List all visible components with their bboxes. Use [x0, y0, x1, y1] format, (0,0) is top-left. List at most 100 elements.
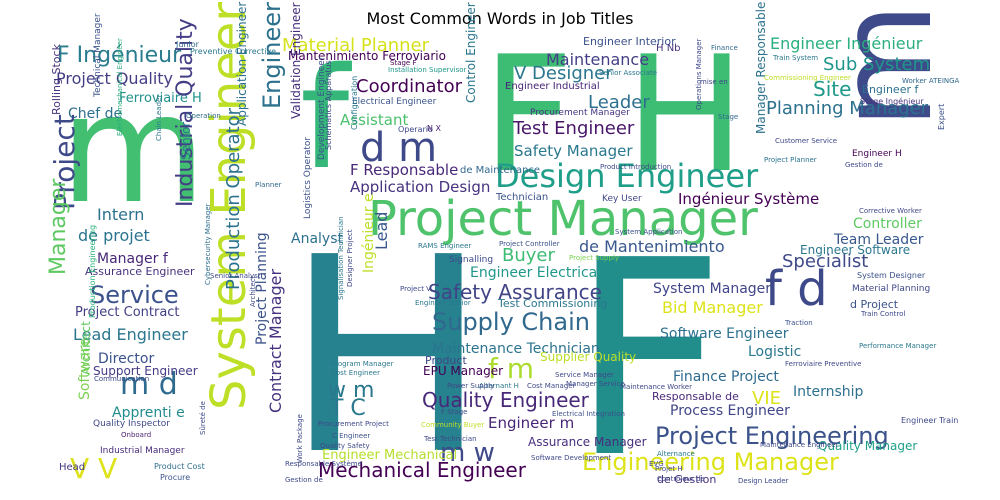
word-electrical-integration-162: Electrical Integration [552, 410, 625, 418]
word-engineer-senior-189: Engineer Senior [415, 299, 471, 307]
word-rolling-stock-87: Rolling Stock [50, 44, 63, 115]
word-f-4: f [300, 38, 350, 201]
word-software-81: Software [77, 338, 93, 400]
word-quality-safety-166: Quality Safety [320, 442, 370, 450]
word-logistics-operator-94: Logistics Operator [303, 136, 313, 219]
word-controller-51: Controller [853, 216, 922, 232]
word-h-0: H [285, 199, 489, 500]
word-chain-leader-146: Chain Leader [155, 94, 163, 141]
word-operations-manager-132: Operations Manager [695, 38, 703, 110]
word-electrical-engineer-43: Electrical Engineer [352, 97, 437, 107]
word-ferroviaire-h-38: Ferroviaire H [119, 91, 202, 106]
word-designer-project-188: Designer Project [346, 229, 354, 287]
word-community-buyer-160: Community Buyer [421, 421, 485, 429]
word-material-planning-116: Material Planning [852, 284, 931, 294]
word-responsable-systeme-167: Responsable Système [285, 460, 362, 468]
word-project-contract-68: Project Contract [75, 305, 180, 320]
word-w-m-20: w m [328, 378, 375, 403]
word-procure-80: Procure [160, 473, 191, 482]
word-cost-manager-156: Cost Manager [527, 382, 576, 390]
word-f-ingenieur-23: F Ingénieur [57, 43, 182, 68]
word-leader-32: Leader [588, 92, 650, 113]
word-junior-143: Junior [176, 40, 199, 49]
word-train-control-118: Train Control [861, 310, 906, 318]
word-vie-112: VIE [752, 388, 781, 409]
word-installation-supervisor-135: Installation Supervisor [388, 66, 467, 74]
word-work-package-169: Work Package [296, 414, 304, 463]
word-supply-chain-11: Supply Chain [432, 308, 590, 336]
word-assistant-35: Assistant [340, 111, 409, 129]
word-f-m-18: f m [488, 352, 535, 385]
word-planning-manager-27: Planning Manager [766, 98, 929, 119]
word-safety-manager-34: Safety Manager [514, 142, 633, 160]
word-project-supply-151: Project Supply [569, 254, 620, 262]
word-configuration-139: Configuration [350, 75, 359, 130]
word-technician-48: Technician [496, 192, 549, 203]
word-m-d-17: m d [120, 367, 178, 402]
word-project-controller-150: Project Controller [499, 240, 560, 248]
word-engineer-software-53: Engineer Software [800, 243, 911, 257]
word-validation-engineer-90: Validation Engineer [289, 2, 303, 119]
word-test-commissioning-119: Test Commissioning [498, 297, 608, 310]
word-assurance-manager-110: Assurance Manager [528, 435, 647, 449]
word-intern-62: Intern [97, 205, 145, 224]
word-ingenieur-e-95: Ingénieur e [361, 193, 377, 273]
word-manager-82: Manager [46, 178, 71, 275]
word-d-m-15: d m [360, 125, 438, 171]
word-assurance-engineer-60: Assurance Engineer [85, 265, 195, 278]
word-senior-associate-134: Senior Associate [599, 69, 658, 77]
word-communication-72: Communication [94, 375, 150, 383]
word-mantenimiento-ferroviario-39: Mantenimiento Ferroviario [288, 49, 446, 63]
word-schematics-apparatus-140: Schematics Apparatus [324, 60, 333, 150]
word-mechanical-engineer-14: Mechanical Engineer [318, 458, 526, 482]
word-engineer-train-174: Engineer Train [901, 416, 959, 425]
word-gestion-de-168: Gestion de [285, 476, 323, 484]
word-analyst-63: Analyst [291, 231, 343, 247]
word-expert-126: Expert [937, 103, 946, 130]
word-operation-144: Operation [186, 112, 221, 120]
word-chef-de-37: Chef de [68, 106, 123, 122]
word-design-leader-171: Design Leader [738, 477, 789, 485]
word-production-operator-84: Production Operator [223, 107, 244, 290]
word-project-manager-6: Project Manager [368, 191, 758, 247]
word-test-technician-161: Test Technician [424, 435, 477, 443]
word-program-manager-152: Program Manager [331, 360, 394, 368]
word-project-v-190: Project V [400, 285, 431, 293]
word-sub-system-26: Sub System [823, 54, 931, 75]
word-logistic-100: Logistic [748, 344, 802, 360]
word-internship-102: Internship [793, 384, 864, 400]
word-evg-181: EVG [649, 460, 664, 468]
word-electromechanical-engineer-145: Electromechanical Engineer [116, 38, 124, 136]
word-team-leader-52: Team Leader [834, 232, 924, 248]
word-rams-engineer-149: RAMS Engineer [418, 242, 472, 250]
word-train-system-128: Train System [773, 54, 819, 62]
word-worker-ateinga-130: Worker ATEINGA [902, 77, 960, 85]
word-controleur-de-183: Contrôleur de [657, 475, 705, 483]
word-engineer-f-121: Engineer f [862, 83, 919, 96]
word-customer-service-124: Customer Service [775, 137, 838, 145]
word-power-supply-158: Power Supply [447, 382, 495, 390]
word-engineer-m-109: Engineer m [488, 414, 575, 432]
word-manager-service-155: Manager Service [566, 380, 625, 388]
word-stage-133: Stage [718, 113, 739, 121]
word-engineering-manager-9: Engineering Manager [582, 448, 839, 476]
word-de-gestion-113: de Gestion [657, 473, 717, 486]
word-stage-f-136: Stage F [390, 59, 417, 67]
word-project-engineering-10: Project Engineering [655, 422, 889, 450]
word-de-maintenance-47: de Maintenance [460, 165, 541, 176]
word-system-designer-115: System Designer [857, 271, 926, 280]
word-maintenance-technician-105: Maintenance Technician [432, 341, 600, 357]
word-supplier-quality-106: Supplier Quality [540, 350, 637, 364]
word-director-70: Director [98, 351, 155, 367]
word-surete-de-170: Sûreté de [199, 401, 207, 435]
word-epu-manager-107: EPU Manager [423, 364, 504, 378]
word-v-designer-29: V Designer [514, 63, 613, 84]
word-quality-inspector-75: Quality Inspector [93, 419, 171, 429]
word-system-manager-97: System Manager [653, 281, 772, 297]
word-senior-89: Senior [179, 121, 193, 160]
word-performance-manager-176: Performance Manager [859, 342, 937, 350]
word-f-stage-159: F Stage [441, 408, 468, 416]
word-production-engineering-69: Production Engineering [88, 224, 97, 318]
word-maintenance-engineer-172: Maintenance Engineer [760, 441, 839, 449]
word-f-d-16: f d [765, 261, 828, 317]
